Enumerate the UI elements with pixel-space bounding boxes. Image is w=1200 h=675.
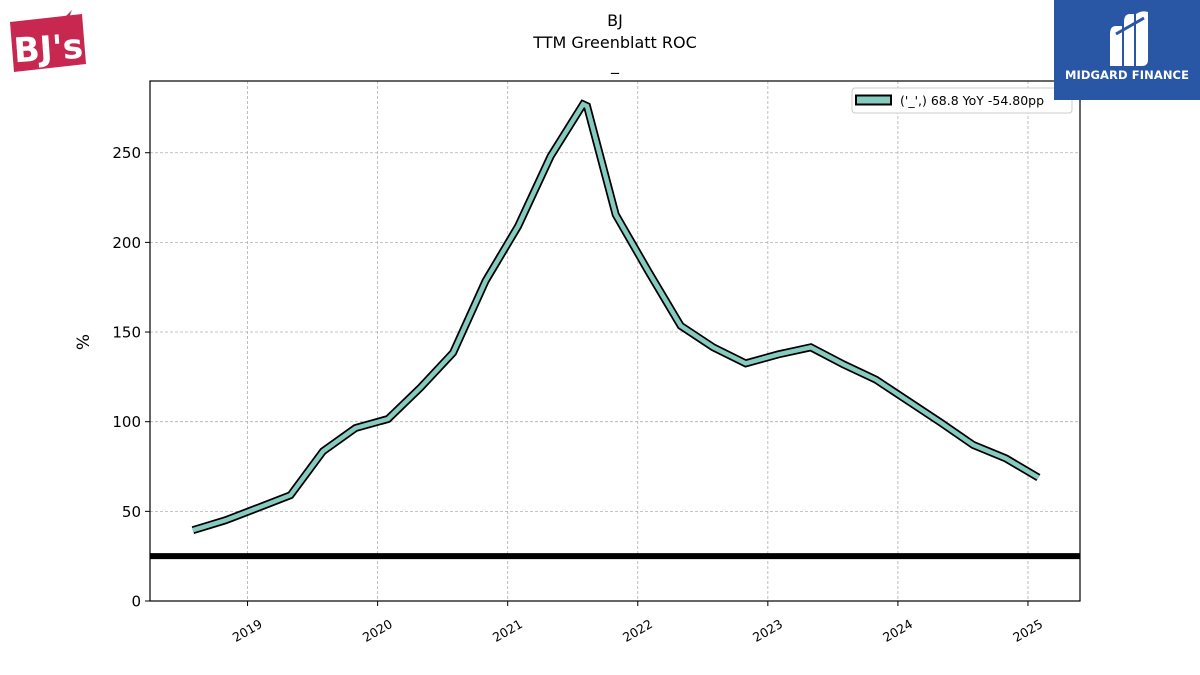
y-tick-label: 50 <box>122 503 141 521</box>
chart-subtitle: _ <box>611 55 619 74</box>
y-tick-label: 150 <box>112 324 141 342</box>
y-tick-label: 0 <box>131 593 141 611</box>
x-tick-label: 2025 <box>1010 616 1045 645</box>
company-logo: BJ's <box>8 8 88 74</box>
series-line <box>192 101 1040 533</box>
x-tick-label: 2023 <box>750 616 785 645</box>
grid-lines <box>150 81 1080 601</box>
x-tick-label: 2021 <box>490 616 525 645</box>
plot-frame <box>149 80 1081 602</box>
x-tick-label: 2024 <box>880 616 915 645</box>
y-axis: 0 50 100 150 200 250 <box>112 144 150 611</box>
x-tick-label: 2019 <box>230 616 265 645</box>
x-tick-label: 2020 <box>360 616 395 645</box>
y-axis-label: % <box>74 334 94 350</box>
legend-box <box>851 87 1073 114</box>
y-tick-label: 100 <box>112 413 141 431</box>
y-tick-label: 250 <box>112 144 141 162</box>
x-axis: 2019 2020 2021 2022 2023 2024 2025 <box>230 601 1045 645</box>
chart-title-ticker: BJ <box>607 11 623 30</box>
x-tick-label: 2022 <box>620 616 655 645</box>
midgard-logo-icon <box>1110 11 1148 66</box>
watermark-text: MIDGARD FINANCE <box>1064 68 1190 82</box>
legend: ('_',) 68.8 YoY -54.80pp <box>851 87 1073 114</box>
legend-swatch <box>855 94 892 106</box>
series-line-outline <box>191 99 1041 535</box>
watermark: MIDGARD FINANCE <box>1054 0 1200 100</box>
svg-text:BJ's: BJ's <box>12 27 84 72</box>
legend-label: ('_',) 68.8 YoY -54.80pp <box>900 93 1044 108</box>
y-tick-label: 200 <box>112 234 141 252</box>
chart-title-metric: TTM Greenblatt ROC <box>533 33 697 52</box>
